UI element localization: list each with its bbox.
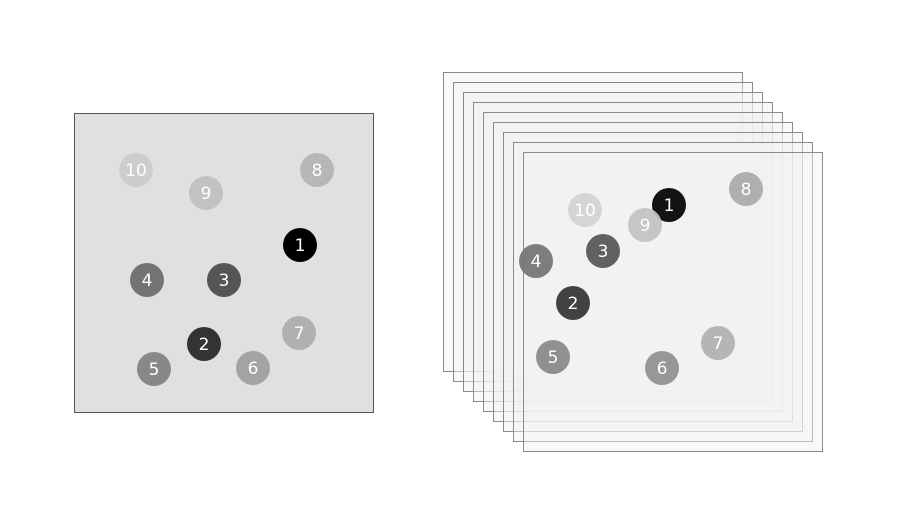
left-dot-7: 7 — [282, 316, 316, 350]
left-dot-label: 4 — [142, 271, 153, 291]
right-dot-label: 8 — [741, 180, 752, 200]
left-dot-circle — [130, 263, 164, 297]
right-dot-group: 1 2 3 4 5 6 7 8 9 10 — [519, 172, 763, 385]
left-dot-label: 8 — [312, 161, 323, 181]
left-dot-circle — [137, 352, 171, 386]
right-dot-circle — [701, 326, 735, 360]
left-dot-label: 1 — [295, 236, 306, 256]
left-dot-8: 8 — [300, 153, 334, 187]
right-dot-label: 3 — [598, 242, 609, 262]
left-dot-2: 2 — [187, 327, 221, 361]
right-dot-9: 9 — [628, 208, 662, 242]
left-dot-3: 3 — [207, 263, 241, 297]
right-layer-stack — [443, 72, 823, 452]
right-dot-7: 7 — [701, 326, 735, 360]
right-dot-label: 7 — [713, 334, 724, 354]
left-dot-circle — [207, 263, 241, 297]
left-dot-circle — [119, 153, 153, 187]
left-dot-label: 5 — [149, 360, 160, 380]
right-dot-label: 5 — [548, 348, 559, 368]
left-dot-circle — [236, 351, 270, 385]
left-dot-6: 6 — [236, 351, 270, 385]
left-dot-5: 5 — [137, 352, 171, 386]
right-dot-10: 10 — [568, 193, 602, 227]
right-dot-label: 6 — [657, 359, 668, 379]
right-dot-circle — [519, 244, 553, 278]
left-dot-circle — [300, 153, 334, 187]
left-dot-label: 10 — [125, 161, 147, 181]
right-dot-circle — [568, 193, 602, 227]
right-dot-label: 2 — [568, 294, 579, 314]
right-dot-label: 9 — [640, 216, 651, 236]
right-dot-1: 1 — [652, 188, 686, 222]
right-dot-circle — [652, 188, 686, 222]
left-dot-4: 4 — [130, 263, 164, 297]
left-dot-label: 6 — [248, 359, 259, 379]
left-dot-9: 9 — [189, 176, 223, 210]
left-dot-1: 1 — [283, 228, 317, 262]
left-dot-circle — [283, 228, 317, 262]
right-dot-4: 4 — [519, 244, 553, 278]
right-dot-circle — [729, 172, 763, 206]
left-dot-group: 1 2 3 4 5 6 7 8 9 10 — [119, 153, 334, 386]
right-dot-circle — [645, 351, 679, 385]
left-dot-circle — [282, 316, 316, 350]
right-dot-3: 3 — [586, 234, 620, 268]
right-dot-circle — [556, 286, 590, 320]
right-dot-5: 5 — [536, 340, 570, 374]
right-dot-circle — [536, 340, 570, 374]
left-dot-label: 3 — [219, 271, 230, 291]
right-dot-circle — [586, 234, 620, 268]
right-dot-label: 10 — [574, 201, 596, 221]
right-dot-circle — [628, 208, 662, 242]
right-dot-8: 8 — [729, 172, 763, 206]
right-dot-label: 1 — [664, 196, 675, 216]
left-dot-label: 2 — [199, 335, 210, 355]
left-dot-10: 10 — [119, 153, 153, 187]
right-dot-label: 4 — [531, 252, 542, 272]
right-dot-6: 6 — [645, 351, 679, 385]
left-dot-label: 7 — [294, 324, 305, 344]
right-dot-2: 2 — [556, 286, 590, 320]
left-dot-circle — [187, 327, 221, 361]
left-dot-label: 9 — [201, 184, 212, 204]
left-dot-circle — [189, 176, 223, 210]
